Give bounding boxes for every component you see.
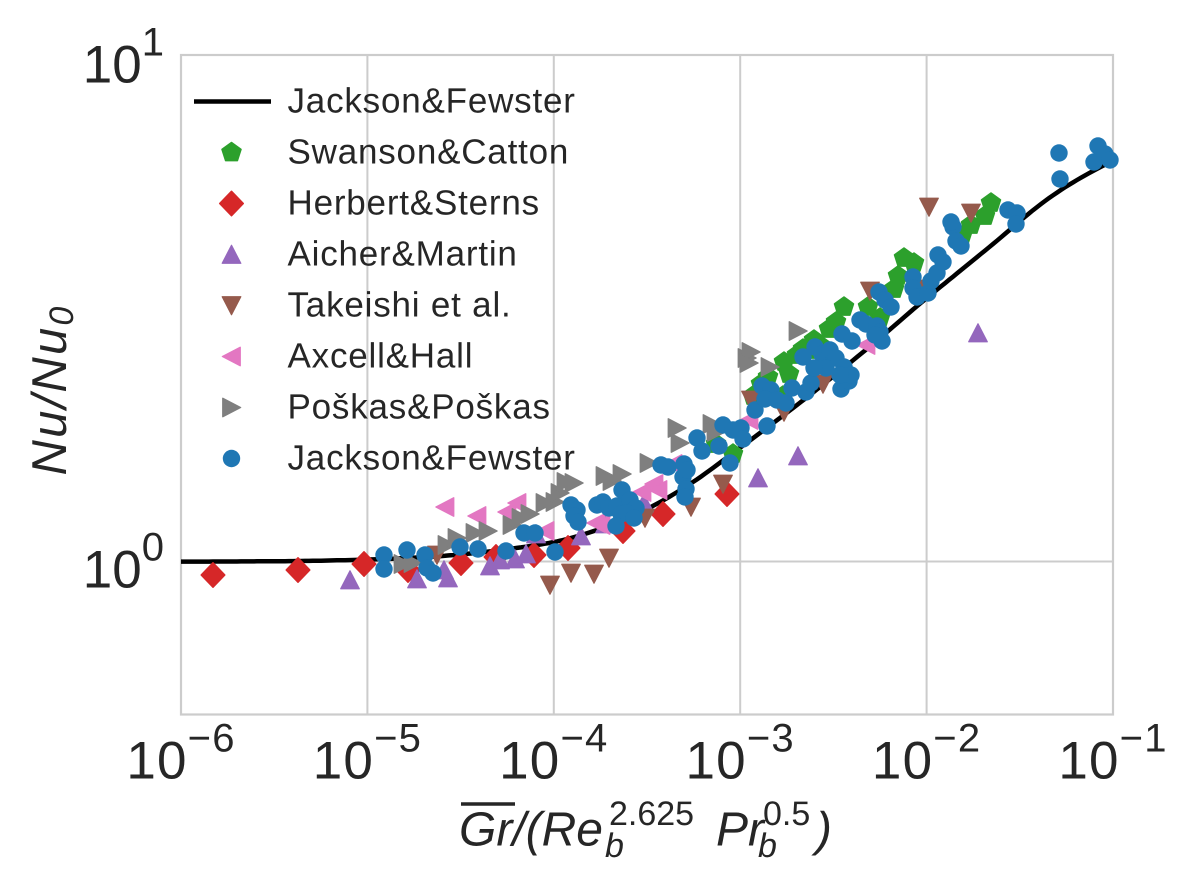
svg-text:0.5: 0.5 [763, 795, 810, 833]
svg-text:Axcell&Hall: Axcell&Hall [288, 336, 474, 375]
svg-text:Aicher&Martin: Aicher&Martin [288, 234, 518, 273]
svg-text:Gr/(Re: Gr/(Re [459, 804, 603, 857]
svg-text:Jackson&Fewster: Jackson&Fewster [288, 438, 576, 477]
svg-text:Pr: Pr [716, 804, 766, 857]
svg-text:b: b [605, 827, 624, 865]
svg-text:Swanson&Catton: Swanson&Catton [288, 132, 570, 171]
svg-text:Nu/Nu0: Nu/Nu0 [23, 305, 81, 476]
svg-text:b: b [758, 827, 777, 865]
svg-text:Takeishi et al.: Takeishi et al. [288, 285, 512, 324]
svg-text:Herbert&Sterns: Herbert&Sterns [288, 183, 540, 222]
svg-text:Jackson&Fewster: Jackson&Fewster [288, 81, 576, 120]
svg-text:Poškas&Poškas: Poškas&Poškas [288, 387, 551, 426]
svg-text:): ) [811, 804, 832, 857]
svg-text:2.625: 2.625 [609, 795, 694, 833]
